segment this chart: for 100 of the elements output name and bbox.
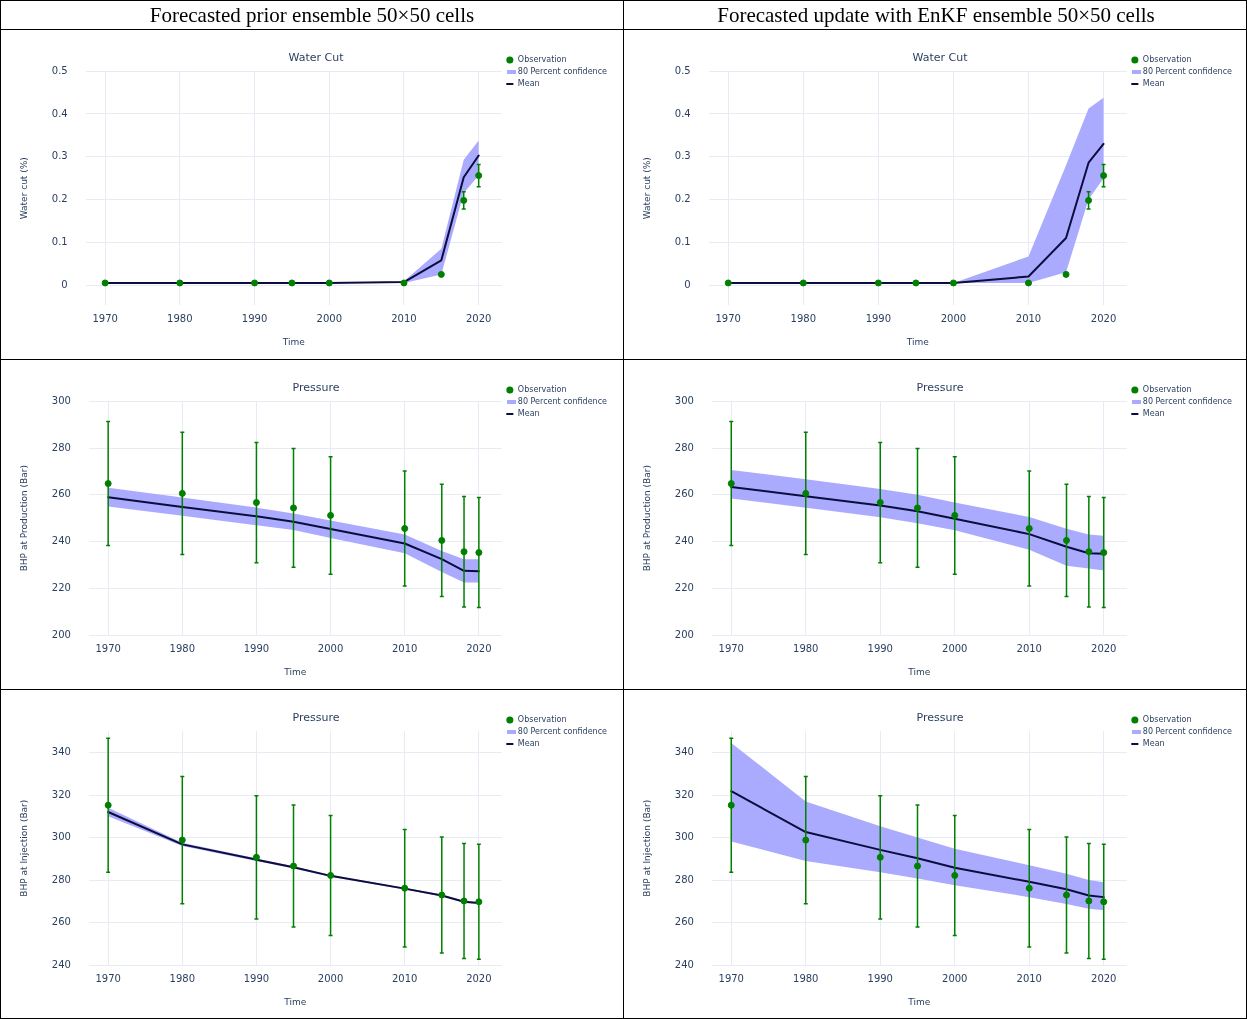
legend-label: Observation	[1142, 385, 1192, 395]
x-tick-label: 1990	[865, 312, 892, 324]
y-tick-label: 280	[674, 441, 694, 453]
y-tick-label: 300	[674, 831, 694, 843]
x-tick-label: 2010	[1016, 642, 1042, 654]
x-tick-label: 2000	[942, 642, 968, 654]
x-tick-label: 2000	[940, 312, 967, 324]
x-tick-label: 1970	[92, 312, 118, 324]
y-tick-label: 200	[51, 628, 71, 640]
y-tick-label: 0.4	[674, 107, 691, 119]
y-tick-label: 200	[674, 628, 694, 640]
x-tick-label: 1970	[718, 642, 744, 654]
x-tick-label: 1980	[793, 642, 819, 654]
y-tick-label: 0.4	[51, 107, 68, 119]
y-axis-title: Water cut (%)	[18, 157, 29, 220]
y-tick-label: 0.2	[51, 193, 68, 205]
chart-title: Pressure	[292, 381, 340, 395]
y-axis-title: BHP at Production (Bar)	[18, 465, 29, 572]
x-tick-label: 1990	[241, 312, 268, 324]
x-tick-label: 2020	[1090, 312, 1117, 324]
y-tick-label: 300	[674, 394, 694, 406]
x-tick-label: 1990	[867, 972, 893, 984]
y-tick-label: 0.5	[674, 64, 691, 76]
text: 80 Percent confidence	[517, 67, 608, 77]
y-tick-label: 260	[51, 916, 71, 928]
y-tick-label: 340	[674, 746, 694, 758]
y-axis-title: Water cut (%)	[641, 157, 652, 220]
legend-label: Observation	[1142, 55, 1192, 65]
y-tick-label: 300	[51, 831, 71, 843]
legend-label: Mean	[517, 409, 540, 419]
x-tick-label: 2020	[466, 642, 492, 654]
x-tick-label: 1970	[95, 972, 121, 984]
x-tick-label: 2020	[465, 312, 492, 324]
x-tick-label: 1990	[867, 642, 893, 654]
x-axis-title: Time	[907, 996, 931, 1007]
x-tick-label: 1970	[718, 972, 744, 984]
y-tick-label: 0.3	[51, 150, 68, 162]
x-tick-label: 1970	[715, 312, 741, 324]
y-tick-label: 0.5	[51, 64, 68, 76]
chart-title: Pressure	[292, 711, 340, 725]
x-tick-label: 1980	[167, 312, 193, 324]
y-tick-label: 0.2	[674, 193, 691, 205]
legend-label: Observation	[517, 55, 567, 65]
y-axis-title: BHP at Injection (Bar)	[641, 799, 652, 897]
y-tick-label: 300	[51, 394, 71, 406]
x-tick-label: 1980	[793, 972, 819, 984]
chart-subtitle: Forecasted prior ensemble 50×50 cells	[1, 1, 623, 30]
legend-label: Observation	[517, 385, 567, 395]
y-tick-label: 240	[674, 958, 694, 970]
legend-label: Observation	[1142, 715, 1192, 725]
y-tick-label: 320	[51, 788, 71, 800]
x-tick-label: 2000	[942, 972, 968, 984]
y-tick-label: 220	[51, 581, 71, 593]
y-tick-label: 260	[674, 916, 694, 928]
legend-label: Mean	[1142, 79, 1165, 89]
x-axis-title: Time	[283, 666, 307, 677]
y-axis-title: BHP at Production (Bar)	[641, 465, 652, 572]
x-tick-label: 2010	[391, 312, 417, 324]
legend-label: Mean	[1142, 739, 1165, 749]
text: 80 Percent confidence	[517, 727, 608, 737]
chart-title: Water Cut	[912, 51, 969, 65]
x-tick-label: 2020	[1091, 642, 1117, 654]
x-axis-title: Time	[905, 336, 930, 347]
text: 80 Percent confidence	[1142, 67, 1233, 77]
legend-label: Mean	[517, 739, 540, 749]
y-tick-label: 240	[51, 535, 71, 547]
x-tick-label: 2020	[1091, 972, 1117, 984]
x-tick-label: 1990	[243, 972, 270, 984]
x-tick-label: 2020	[466, 972, 492, 984]
x-tick-label: 1980	[169, 642, 196, 654]
y-tick-label: 340	[51, 746, 71, 758]
y-tick-label: 260	[51, 488, 71, 500]
x-axis-title: Time	[281, 336, 306, 347]
x-tick-label: 2010	[1015, 312, 1042, 324]
x-tick-label: 1980	[169, 972, 196, 984]
chart-title: Pressure	[916, 381, 964, 395]
x-axis-title: Time	[907, 666, 931, 677]
y-tick-label: 280	[51, 441, 71, 453]
legend-label: Mean	[517, 79, 540, 89]
x-tick-label: 1980	[790, 312, 817, 324]
y-tick-label: 280	[51, 873, 71, 885]
chart-subtitle: Forecasted update with EnKF ensemble 50×50 cells	[624, 1, 1247, 30]
legend-label: Mean	[1142, 409, 1165, 419]
text: 80 Percent confidence	[1142, 397, 1233, 407]
y-tick-label: 240	[51, 958, 71, 970]
x-tick-label: 2000	[316, 312, 342, 324]
x-tick-label: 2000	[317, 972, 344, 984]
y-tick-label: 260	[674, 488, 694, 500]
x-tick-label: 2010	[391, 972, 418, 984]
chart-title: Water Cut	[288, 51, 345, 65]
chart-title: Pressure	[916, 711, 964, 725]
legend-label: Observation	[517, 715, 567, 725]
x-tick-label: 2000	[317, 642, 344, 654]
x-tick-label: 1990	[243, 642, 270, 654]
y-tick-label: 0.1	[674, 235, 691, 247]
y-tick-label: 0	[61, 278, 68, 290]
text: 80 Percent confidence	[1142, 727, 1233, 737]
y-tick-label: 0	[684, 278, 691, 290]
y-tick-label: 0.1	[51, 235, 68, 247]
y-tick-label: 240	[674, 535, 694, 547]
